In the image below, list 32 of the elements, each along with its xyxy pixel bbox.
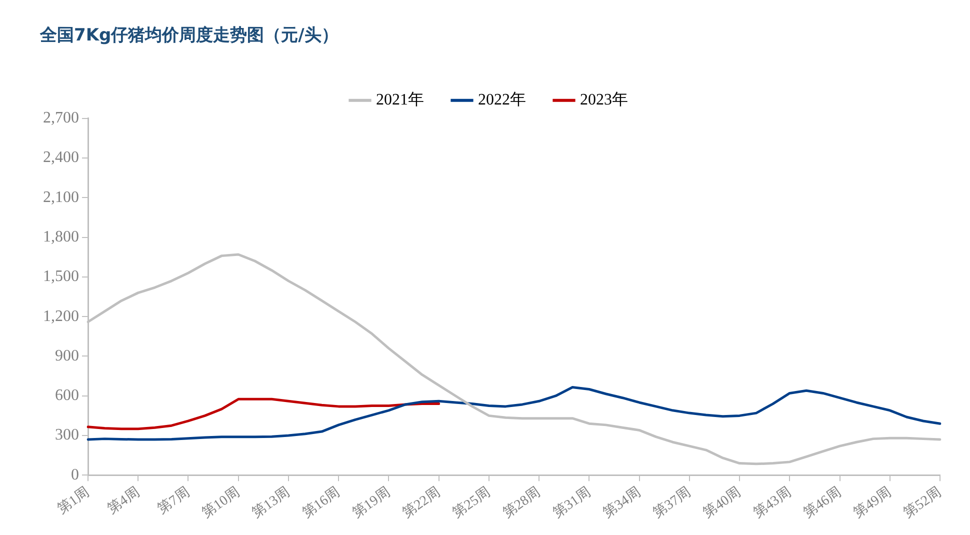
y-tick-label: 1,800 [43,228,79,246]
y-tick-label: 2,100 [43,188,79,206]
x-tick-label: 第1周 [54,484,92,518]
x-tick-label: 第13周 [249,484,293,522]
legend-label: 2021年 [376,92,424,109]
x-tick-label: 第19周 [350,484,394,522]
legend-label: 2023年 [580,92,628,109]
legend-label: 2022年 [478,92,526,109]
x-tick-label: 第16周 [299,484,343,522]
y-tick-label: 1,200 [43,308,79,325]
x-tick-label: 第28周 [500,484,544,522]
y-tick-label: 900 [55,347,79,364]
y-tick-label: 0 [71,466,79,484]
x-tick-label: 第34周 [600,484,644,522]
x-tick-label: 第46周 [800,484,844,522]
y-tick-label: 600 [55,387,79,404]
x-tick-label: 第25周 [450,484,494,522]
y-tick-label: 300 [55,426,79,444]
x-tick-label: 第22周 [400,484,444,522]
chart-title: 全国7Kg仔猪均价周度走势图（元/头） [39,26,338,46]
x-tick-label: 第37周 [650,484,694,522]
x-tick-label: 第52周 [900,484,944,522]
x-tick-label: 第31周 [550,484,594,522]
y-tick-label: 2,700 [43,110,79,127]
x-tick-label: 第4周 [104,484,143,518]
x-tick-label: 第43周 [750,484,794,522]
x-tick-label: 第10周 [199,484,243,522]
y-tick-label: 2,400 [43,149,79,166]
y-tick-label: 1,500 [43,268,79,286]
x-tick-label: 第40周 [700,484,744,522]
x-tick-label: 第7周 [154,484,193,518]
x-tick-label: 第49周 [850,484,894,522]
